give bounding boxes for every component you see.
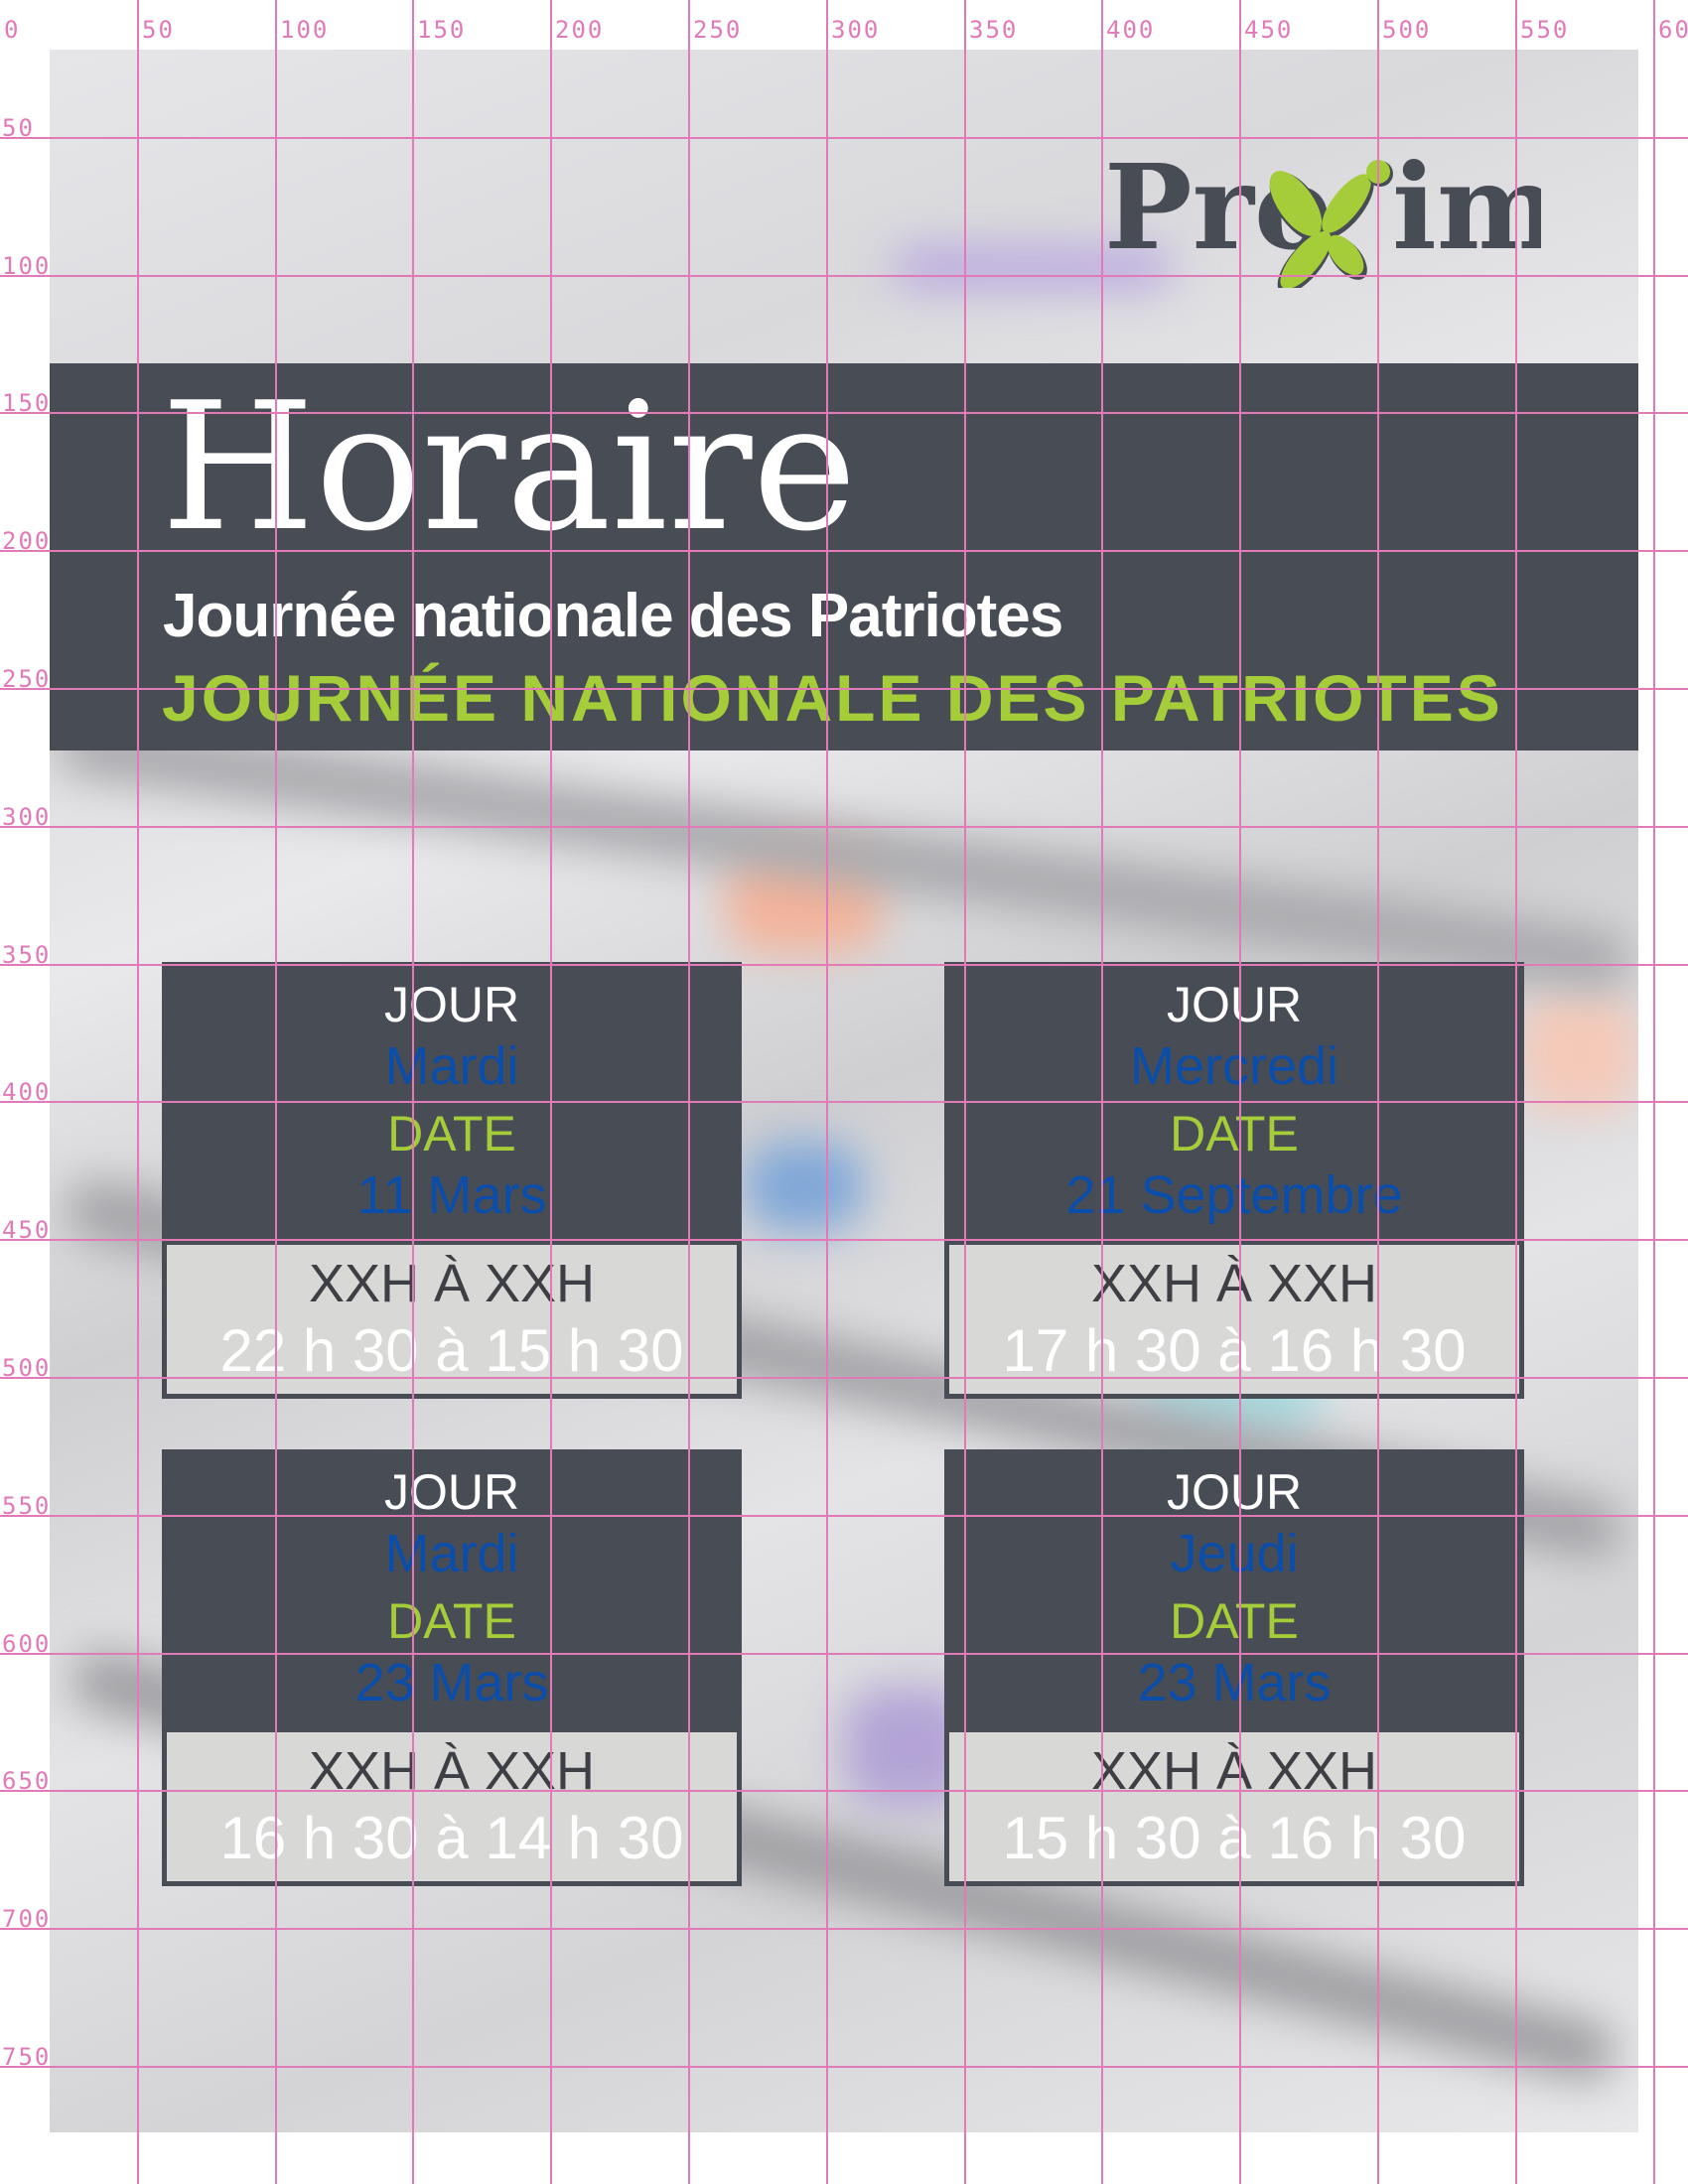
ruler-label-y: 100 <box>2 252 52 280</box>
hours-placeholder: XXH À XXH <box>1090 1254 1378 1313</box>
day-placeholder: JOUR <box>383 1464 520 1520</box>
ruler-label-x: 0 <box>4 16 21 44</box>
hours-placeholder: XXH À XXH <box>1090 1741 1378 1801</box>
grid-line-horizontal <box>0 826 1688 828</box>
proxim-x-leaves-icon <box>1269 160 1393 288</box>
date-placeholder: DATE <box>1170 1106 1299 1161</box>
ruler-label-x: 300 <box>831 16 881 44</box>
date-field[interactable]: 21 Septembre <box>1065 1165 1403 1225</box>
date-field[interactable]: 23 Mars <box>1137 1653 1332 1712</box>
hours-placeholder: XXH À XXH <box>308 1741 596 1801</box>
grid-line-horizontal <box>0 275 1688 277</box>
grid-line-horizontal <box>0 688 1688 690</box>
ruler-label-y: 650 <box>2 1767 52 1795</box>
page-title: Horaire <box>161 364 857 570</box>
ruler-label-y: 400 <box>2 1078 52 1106</box>
grid-line-vertical <box>1653 0 1655 2184</box>
ruler-label-y: 700 <box>2 1905 52 1933</box>
grid-line-vertical <box>826 0 828 2184</box>
grid-line-vertical <box>1101 0 1103 2184</box>
bg-blob <box>1519 993 1638 1112</box>
grid-line-horizontal <box>0 1377 1688 1379</box>
ruler-label-x: 150 <box>417 16 467 44</box>
grid-line-horizontal <box>0 1101 1688 1103</box>
grid-line-horizontal <box>0 2066 1688 2068</box>
bg-blob <box>894 248 1172 288</box>
day-placeholder: JOUR <box>1166 1464 1303 1520</box>
hours-panel <box>167 1245 737 1394</box>
grid-line-vertical <box>1377 0 1379 2184</box>
hours-field[interactable]: 22 h 30 à 15 h 30 <box>219 1317 684 1384</box>
proxim-logo: Pro im <box>1104 149 1541 288</box>
grid-line-horizontal <box>0 412 1688 414</box>
day-placeholder: JOUR <box>383 977 520 1032</box>
grid-line-vertical <box>137 0 139 2184</box>
grid-line-horizontal <box>0 1790 1688 1792</box>
grid-line-horizontal <box>0 550 1688 552</box>
ruler-label-y: 550 <box>2 1492 52 1520</box>
date-placeholder: DATE <box>387 1593 516 1649</box>
ruler-label-x: 600 <box>1658 16 1688 44</box>
grid-line-vertical <box>1239 0 1241 2184</box>
hours-placeholder: XXH À XXH <box>308 1254 596 1313</box>
ruler-label-x: 200 <box>555 16 605 44</box>
grid-line-horizontal <box>0 1653 1688 1655</box>
grid-line-vertical <box>1515 0 1517 2184</box>
ruler-label-y: 300 <box>2 803 52 831</box>
header-band <box>50 363 1638 751</box>
ruler-label-y: 750 <box>2 2043 52 2071</box>
hours-field[interactable]: 15 h 30 à 16 h 30 <box>1002 1805 1467 1871</box>
hours-field[interactable]: 16 h 30 à 14 h 30 <box>219 1805 684 1871</box>
hours-panel <box>949 1245 1519 1394</box>
subtitle-overlay: Journée nationale des Patriotes <box>163 582 1063 650</box>
ruler-label-x: 500 <box>1382 16 1432 44</box>
schedule-card: JOUR Jeudi DATE 23 Mars XXH À XXH 15 h 3… <box>944 1449 1524 1886</box>
subtitle-template: JOURNÉE NATIONALE DES PATRIOTES <box>162 661 1503 735</box>
schedule-card: JOUR Mardi DATE 23 Mars XXH À XXH 16 h 3… <box>162 1449 742 1886</box>
grid-line-horizontal <box>0 964 1688 966</box>
hours-panel <box>167 1732 737 1881</box>
ruler-label-y: 500 <box>2 1354 52 1382</box>
svg-text:im: im <box>1392 149 1541 276</box>
ruler-label-y: 350 <box>2 941 52 969</box>
date-field[interactable]: 23 Mars <box>354 1653 549 1712</box>
grid-line-horizontal <box>0 1239 1688 1241</box>
ruler-label-x: 250 <box>693 16 743 44</box>
schedule-card: JOUR Mercredi DATE 21 Septembre XXH À XX… <box>944 962 1524 1399</box>
ruler-label-x: 400 <box>1106 16 1156 44</box>
ruler-label-y: 150 <box>2 389 52 417</box>
ruler-label-y: 50 <box>2 114 35 142</box>
ruler-label-y: 250 <box>2 665 52 693</box>
grid-line-horizontal <box>0 1515 1688 1517</box>
day-field[interactable]: Mardi <box>384 1036 519 1096</box>
ruler-label-x: 350 <box>969 16 1019 44</box>
ruler-label-x: 450 <box>1244 16 1294 44</box>
ruler-label-y: 450 <box>2 1216 52 1244</box>
grid-line-vertical <box>550 0 552 2184</box>
grid-line-vertical <box>688 0 690 2184</box>
grid-line-vertical <box>412 0 414 2184</box>
grid-line-vertical <box>964 0 966 2184</box>
grid-line-vertical <box>275 0 277 2184</box>
ruler-label-x: 50 <box>142 16 175 44</box>
ruler-label-y: 200 <box>2 527 52 555</box>
day-placeholder: JOUR <box>1166 977 1303 1032</box>
grid-line-horizontal <box>0 137 1688 139</box>
schedule-card: JOUR Mardi DATE 11 Mars XXH À XXH 22 h 3… <box>162 962 742 1399</box>
day-field[interactable]: Jeudi <box>1170 1524 1299 1583</box>
hours-panel <box>949 1732 1519 1881</box>
hours-field[interactable]: 17 h 30 à 16 h 30 <box>1002 1317 1467 1384</box>
date-placeholder: DATE <box>1170 1593 1299 1649</box>
day-field[interactable]: Mercredi <box>1129 1036 1339 1096</box>
date-placeholder: DATE <box>387 1106 516 1161</box>
bg-blob <box>745 1142 864 1231</box>
date-field[interactable]: 11 Mars <box>356 1165 547 1225</box>
grid-line-horizontal <box>0 1928 1688 1930</box>
ruler-label-y: 600 <box>2 1630 52 1658</box>
ruler-label-x: 100 <box>280 16 330 44</box>
day-field[interactable]: Mardi <box>384 1524 519 1583</box>
ruler-label-x: 550 <box>1520 16 1570 44</box>
